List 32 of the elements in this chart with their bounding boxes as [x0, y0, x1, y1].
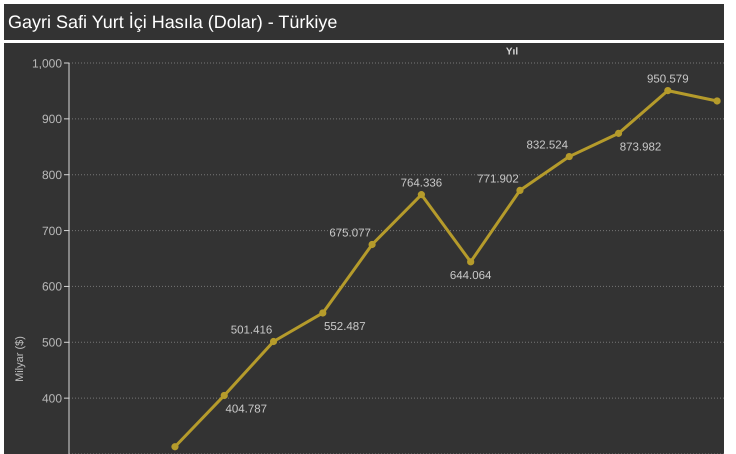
point: [664, 87, 672, 94]
data-label: 764.336: [400, 178, 442, 190]
point: [368, 240, 376, 248]
point: [418, 191, 425, 198]
y-tick-label: 800: [42, 168, 62, 182]
x-axis-title: Yıl: [506, 46, 518, 58]
y-tick-label: 500: [42, 336, 62, 350]
data-label: 501.416: [230, 324, 272, 336]
point: [171, 443, 179, 450]
point: [319, 309, 326, 317]
data-label: 771.902: [477, 173, 519, 186]
point: [467, 258, 474, 266]
y-tick-label: 1,000: [32, 56, 62, 70]
data-label: 950.579: [647, 74, 689, 86]
y-axis-title: Milyar ($): [14, 336, 26, 382]
point: [714, 97, 721, 105]
data-label: 873.982: [620, 141, 662, 154]
point: [566, 152, 573, 160]
data-label: 552.487: [324, 320, 366, 333]
point: [220, 392, 228, 400]
y-tick-label: 600: [42, 280, 62, 294]
data-label: 832.524: [526, 140, 569, 152]
point: [614, 130, 622, 137]
data-label: 404.787: [225, 403, 268, 416]
point: [270, 338, 278, 346]
y-tick-label: 700: [42, 224, 62, 238]
y-tick-label: 900: [42, 112, 62, 126]
point: [516, 186, 524, 194]
chart-title: Gayri Safi Yurt İçi Hasıla (Dolar) - Türkiye: [8, 12, 338, 32]
data-label: 675.077: [329, 227, 371, 240]
y-tick-label: 400: [42, 391, 62, 406]
data-label: 644.064: [450, 270, 492, 282]
